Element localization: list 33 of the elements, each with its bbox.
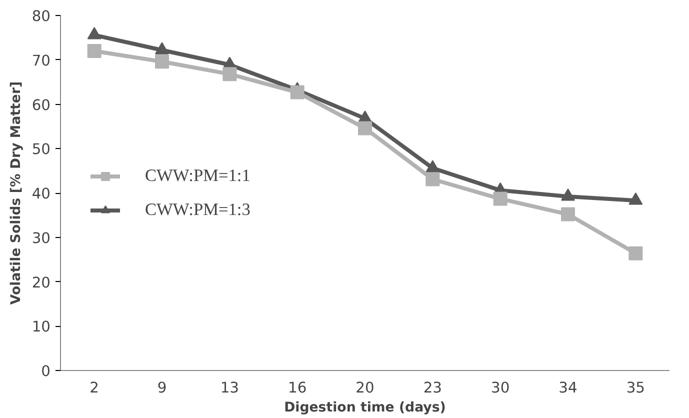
x-tick-label: 9 [157, 380, 167, 396]
x-tick-label: 23 [423, 380, 442, 396]
y-tick-label: 40 [32, 186, 51, 202]
x-tick-label: 20 [356, 380, 374, 396]
x-tick-label: 2 [90, 380, 99, 396]
y-tick-label: 20 [32, 274, 51, 292]
point [561, 207, 575, 222]
y-axis-title: Volatile Solids [% Dry Matter] [8, 81, 24, 305]
point [358, 121, 372, 136]
point [493, 192, 508, 206]
x-tick-label: 16 [288, 380, 307, 396]
point [426, 172, 440, 186]
y-tick-label: 30 [32, 230, 51, 247]
x-tick-label: 13 [220, 380, 239, 396]
y-tick-label: 80 [32, 8, 51, 25]
y-tick-label: 60 [32, 96, 51, 114]
x-axis-title: Digestion time (days) [284, 400, 446, 416]
point [155, 42, 169, 54]
point [87, 27, 102, 40]
y-tick-label: 50 [32, 141, 51, 158]
point [222, 67, 237, 82]
y-tick-label: 0 [41, 363, 51, 380]
point [87, 44, 102, 58]
legend-label: CWW:PM=1:3 [145, 200, 250, 220]
point [155, 54, 169, 69]
point [628, 246, 643, 260]
x-tick-label: 34 [558, 380, 578, 396]
point [290, 85, 304, 100]
x-tick-label: 30 [491, 380, 510, 396]
x-tick-label: 35 [626, 380, 645, 396]
legend-label: CWW:PM=1:1 [145, 166, 250, 186]
y-tick-label: 70 [32, 52, 51, 70]
y-tick-label: 10 [32, 318, 51, 336]
